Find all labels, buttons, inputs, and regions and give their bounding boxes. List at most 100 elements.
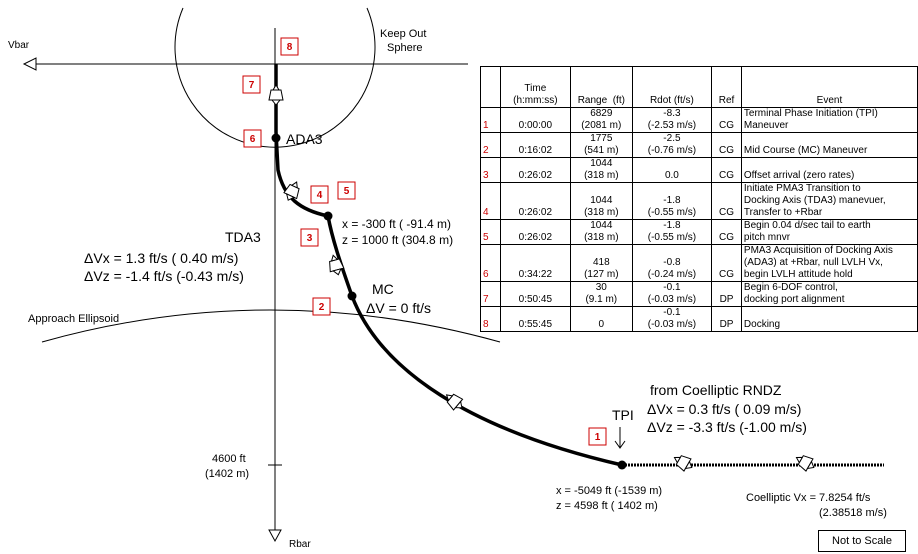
vehicle-icon (670, 450, 696, 475)
mc-dv: ΔV = 0 ft/s (366, 300, 431, 316)
table-header-row: Time (h:mm:ss) Range (ft) Rdot (ft/s) Re… (480, 66, 918, 108)
rbar-label: Rbar (289, 539, 311, 550)
vehicle-icon (792, 450, 818, 475)
not-to-scale-note: Not to Scale (818, 530, 906, 552)
cell-range: 0 (569, 306, 633, 332)
cell-range: 1775 (541 m) (569, 132, 633, 158)
svg-text:2: 2 (319, 302, 325, 313)
tpi-dvx: ΔVx = 0.3 ft/s ( 0.09 m/s) (647, 401, 801, 417)
header-ref: Ref (711, 66, 742, 108)
tda3-dvx: ΔVx = 1.3 ft/s ( 0.40 m/s) (84, 250, 238, 266)
cell-rdot: -0.1 (-0.03 m/s) (631, 281, 713, 307)
cell-num: 8 (480, 306, 501, 332)
cell-num: 5 (480, 219, 501, 245)
cell-time: 0:26:02 (499, 219, 571, 245)
cell-ref: CG (711, 107, 742, 133)
keep-out-label-2: Sphere (387, 42, 422, 54)
cell-range: 30 (9.1 m) (569, 281, 633, 307)
cell-num: 4 (480, 182, 501, 220)
cell-ref: CG (711, 132, 742, 158)
coelliptic-line2: (2.38518 m/s) (819, 507, 887, 519)
marker-6: 6 (243, 129, 262, 148)
cell-time: 0:55:45 (499, 306, 571, 332)
cell-range: 418 (127 m) (569, 244, 633, 282)
svg-text:6: 6 (250, 134, 256, 145)
keep-out-label-1: Keep Out (380, 28, 426, 40)
marker-2: 2 (312, 297, 331, 316)
tpi-dvz: ΔVz = -3.3 ft/s (-1.00 m/s) (647, 419, 807, 435)
rbar-arrow-icon (268, 529, 282, 543)
cell-range: 1044 (318 m) (569, 182, 633, 220)
cell-num: 2 (480, 132, 501, 158)
ada3-point (271, 133, 281, 143)
cell-event: Mid Course (MC) Maneuver (740, 132, 918, 158)
cell-rdot: -1.8 (-0.55 m/s) (631, 219, 713, 245)
tpi-title: TPI (612, 407, 634, 423)
cell-ref: DP (711, 306, 742, 332)
vbar-arrow-icon (22, 57, 37, 71)
header-event: Event (740, 66, 918, 108)
tpi-point-z: z = 4598 ft ( 1402 m) (556, 500, 658, 512)
table-row: 4 0:26:02 1044 (318 m) -1.8 (-0.55 m/s) … (480, 182, 918, 220)
tpi-point-x: x = -5049 ft (-1539 m) (556, 485, 662, 497)
tda3-point (323, 211, 333, 221)
cell-time: 0:16:02 (499, 132, 571, 158)
table-row: 1 0:00:00 6829 (2081 m) -8.3 (-2.53 m/s)… (480, 107, 918, 133)
cell-range: 1044 (318 m) (569, 219, 633, 245)
cell-rdot: 0.0 (631, 157, 713, 183)
header-range: Range (ft) (569, 66, 633, 108)
tda3-title: TDA3 (225, 229, 261, 245)
cell-event: Docking (740, 306, 918, 332)
cell-range: 1044 (318 m) (569, 157, 633, 183)
cell-ref: CG (711, 157, 742, 183)
cell-ref: CG (711, 182, 742, 220)
marker-8: 8 (280, 37, 299, 56)
marker-3: 3 (300, 228, 319, 247)
approach-ellipsoid-label: Approach Ellipsoid (28, 313, 119, 325)
cell-time: 0:34:22 (499, 244, 571, 282)
approach-trajectory (274, 64, 623, 467)
table-row: 3 0:26:02 1044 (318 m) 0.0 CG Offset arr… (480, 157, 918, 183)
table-row: 5 0:26:02 1044 (318 m) -1.8 (-0.55 m/s) … (480, 219, 918, 245)
event-table: Time (h:mm:ss) Range (ft) Rdot (ft/s) Re… (480, 66, 918, 332)
cell-rdot: -8.3 (-2.53 m/s) (631, 107, 713, 133)
ada3-label: ADA3 (286, 131, 323, 147)
svg-text:4: 4 (317, 190, 323, 201)
header-rdot: Rdot (ft/s) (631, 66, 713, 108)
cell-rdot: -0.8 (-0.24 m/s) (631, 244, 713, 282)
cell-num: 1 (480, 107, 501, 133)
table-row: 8 0:55:45 0 -0.1 (-0.03 m/s) DP Docking (480, 306, 918, 332)
table-row: 2 0:16:02 1775 (541 m) -2.5 (-0.76 m/s) … (480, 132, 918, 158)
coelliptic-line1: Coelliptic Vx = 7.8254 ft/s (746, 492, 871, 504)
svg-text:7: 7 (249, 80, 255, 91)
tpi-arrow-head-icon (614, 440, 626, 449)
mc-title: MC (372, 281, 394, 297)
tda3-point-x: x = -300 ft ( -91.4 m) (342, 217, 451, 231)
svg-text:8: 8 (287, 42, 293, 53)
cell-time: 0:50:45 (499, 281, 571, 307)
cell-num: 7 (480, 281, 501, 307)
cell-ref: CG (711, 244, 742, 282)
cell-rdot: -1.8 (-0.55 m/s) (631, 182, 713, 220)
svg-text:5: 5 (344, 186, 350, 197)
marker-4: 4 (310, 185, 329, 204)
cell-event: Begin 0.04 d/sec tail to earth pitch mnv… (740, 219, 918, 245)
cell-num: 6 (480, 244, 501, 282)
cell-event: PMA3 Acquisition of Docking Axis (ADA3) … (740, 244, 918, 282)
cell-time: 0:26:02 (499, 157, 571, 183)
cell-rdot: -2.5 (-0.76 m/s) (631, 132, 713, 158)
table-row: 7 0:50:45 30 (9.1 m) -0.1 (-0.03 m/s) DP… (480, 281, 918, 307)
vehicle-icon (268, 84, 284, 106)
cell-time: 0:00:00 (499, 107, 571, 133)
cell-time: 0:26:02 (499, 182, 571, 220)
tda3-point-z: z = 1000 ft (304.8 m) (342, 233, 453, 247)
cell-ref: DP (711, 281, 742, 307)
tpi-from: from Coelliptic RNDZ (650, 382, 782, 398)
vbar-label: Vbar (8, 40, 30, 51)
cell-event: Terminal Phase Initiation (TPI) Maneuver (740, 107, 918, 133)
distance-ft: 4600 ft (212, 453, 246, 465)
cell-rdot: -0.1 (-0.03 m/s) (631, 306, 713, 332)
mc-point (347, 291, 357, 301)
svg-text:3: 3 (307, 233, 313, 244)
svg-text:1: 1 (595, 432, 601, 443)
